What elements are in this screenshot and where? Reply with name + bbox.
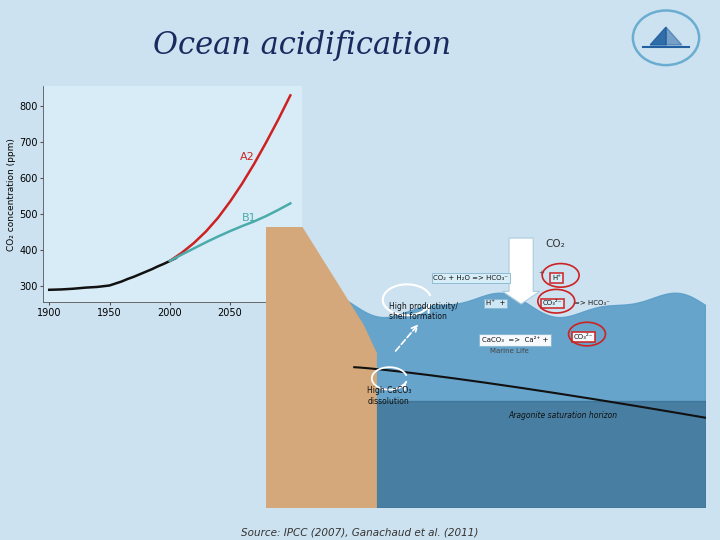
Text: CO₃²⁻: CO₃²⁻ <box>574 334 593 340</box>
Text: H⁺: H⁺ <box>552 275 561 281</box>
Polygon shape <box>650 27 666 45</box>
Text: CO₂: CO₂ <box>545 239 565 249</box>
Bar <box>266 401 706 508</box>
Polygon shape <box>666 27 682 45</box>
Polygon shape <box>266 293 706 508</box>
Text: Ocean acidification: Ocean acidification <box>153 30 451 60</box>
Text: A2: A2 <box>240 152 254 162</box>
Y-axis label: CO₂ concentration (ppm): CO₂ concentration (ppm) <box>7 138 17 251</box>
Text: H⁺  +: H⁺ + <box>486 300 505 306</box>
Text: +: + <box>539 270 544 276</box>
Text: CaCO₃  =>  Ca²⁺ +: CaCO₃ => Ca²⁺ + <box>482 337 548 343</box>
Text: Marine Life: Marine Life <box>490 348 529 354</box>
Text: B1: B1 <box>242 213 257 223</box>
Polygon shape <box>266 227 376 508</box>
Text: CO₂ + H₂O => HCO₃⁻: CO₂ + H₂O => HCO₃⁻ <box>433 275 508 281</box>
Text: CO₃²⁻: CO₃²⁻ <box>543 300 562 306</box>
Text: => HCO₃⁻: => HCO₃⁻ <box>574 300 610 306</box>
Text: Aragonite saturation horizon: Aragonite saturation horizon <box>508 411 617 420</box>
Text: High productivity/
shell formation: High productivity/ shell formation <box>390 302 459 321</box>
Text: High CaCO₃
dissolution: High CaCO₃ dissolution <box>367 386 412 406</box>
FancyArrow shape <box>503 238 540 304</box>
Text: Source: IPCC (2007), Ganachaud et al. (2011): Source: IPCC (2007), Ganachaud et al. (2… <box>241 527 479 537</box>
